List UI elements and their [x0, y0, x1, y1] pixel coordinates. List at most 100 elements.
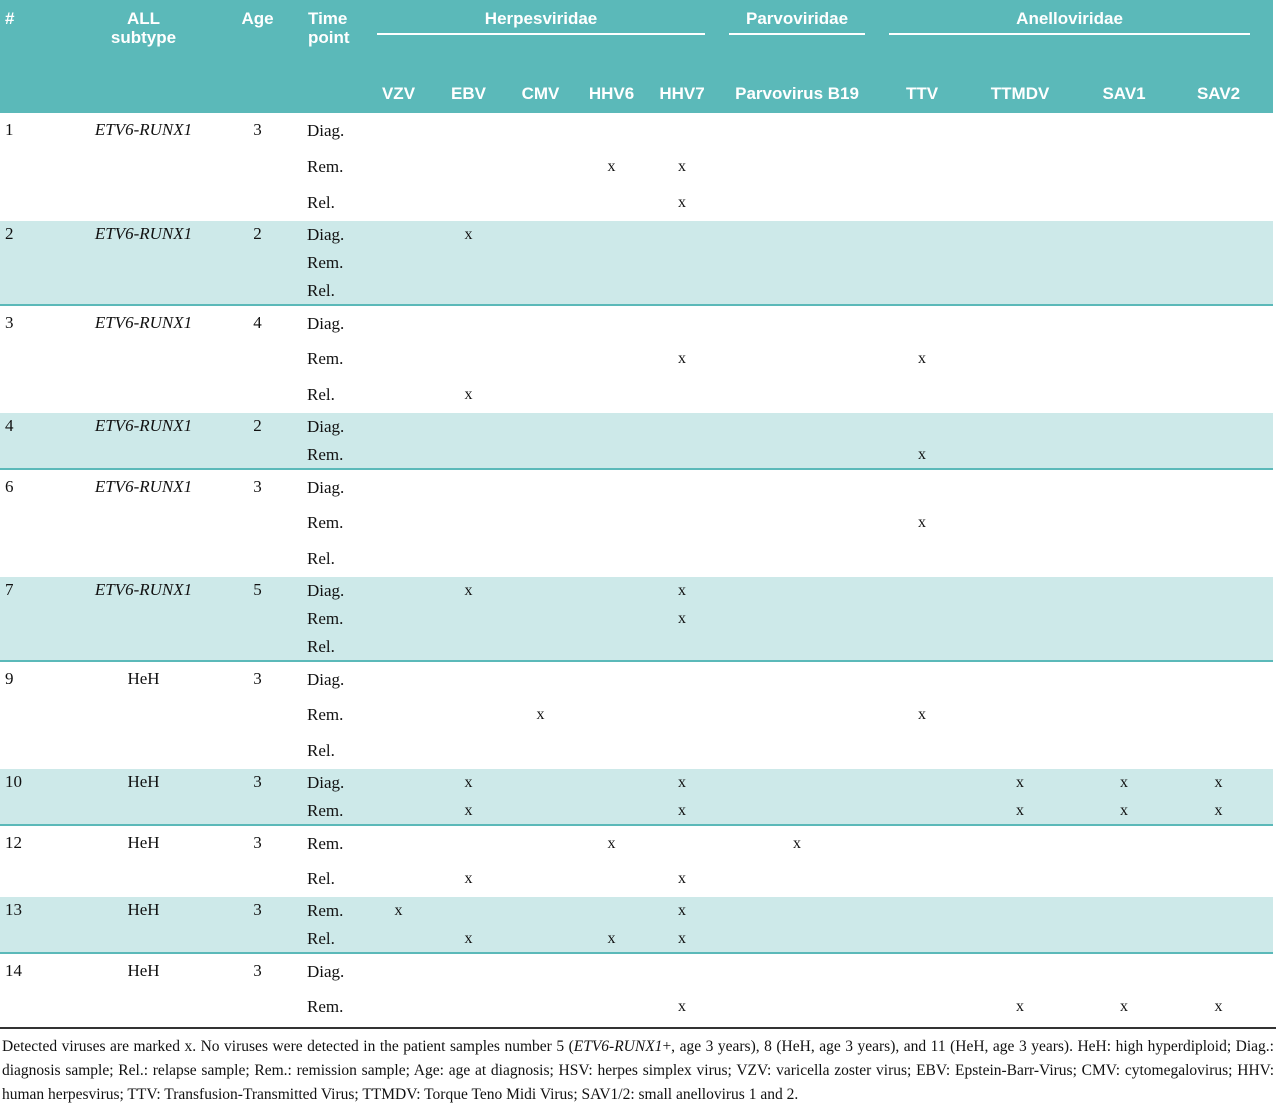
- virus-mark-vzv: [365, 697, 432, 733]
- timepoint-label: Diag.: [307, 961, 345, 981]
- all-subtype-value: ETV6-RUNX1: [94, 120, 193, 139]
- virus-mark-ebv: [432, 733, 505, 769]
- timepoint-label: Diag.: [307, 773, 345, 792]
- all-subtype-value: ETV6-RUNX1: [94, 416, 193, 435]
- virus-mark-parvovirus-b19: [717, 305, 877, 341]
- virus-mark-cmv: [505, 897, 576, 925]
- virus-mark-hhv6: [576, 989, 647, 1025]
- timepoint-label: Rem.: [307, 833, 344, 853]
- virus-column-header-sav2: SAV2: [1175, 49, 1263, 113]
- virus-mark-ttmdv: [967, 149, 1073, 185]
- row-filler: [1262, 441, 1273, 469]
- virus-mark-vzv: [365, 277, 432, 305]
- virus-mark-cmv: [505, 413, 576, 441]
- virus-mark-sav2: [1175, 185, 1262, 221]
- virus-mark-hhv6: [576, 733, 647, 769]
- table-row: 1 ETV6-RUNX1 3 Diag.: [0, 113, 1273, 149]
- virus-mark-ebv: [432, 469, 505, 505]
- virus-mark-hhv7: x: [678, 610, 687, 627]
- virus-mark-hhv6: [576, 769, 647, 797]
- row-filler: [1262, 469, 1273, 505]
- virus-mark-cmv: [505, 221, 576, 249]
- row-filler: [1262, 341, 1273, 377]
- row-filler: [1262, 797, 1273, 825]
- virus-mark-ebv: [432, 697, 505, 733]
- virus-mark-ebv: x: [464, 801, 473, 819]
- virus-column-header-hhv6: HHV6: [576, 49, 647, 113]
- timepoint-label: Rel.: [307, 741, 335, 760]
- virus-mark-ttv: x: [918, 350, 927, 367]
- row-filler: [1262, 861, 1273, 897]
- virus-mark-sav1: [1073, 633, 1175, 661]
- virus-mark-ttv: [877, 541, 967, 577]
- all-subtype-value: ETV6-RUNX1: [94, 224, 193, 243]
- virus-mark-ttv: [877, 661, 967, 697]
- table-row: 9 HeH 3 Diag.: [0, 661, 1273, 697]
- virus-mark-ttmdv: [967, 413, 1073, 441]
- timepoint-label: Rel.: [307, 549, 335, 568]
- virus-mark-sav2: [1175, 277, 1262, 305]
- virus-mark-ttmdv: [967, 541, 1073, 577]
- virus-mark-sav1: [1073, 249, 1175, 277]
- table-row: 13 HeH 3 Rem. x x: [0, 897, 1273, 925]
- virus-mark-ttmdv: [967, 605, 1073, 633]
- row-filler: [1262, 249, 1273, 277]
- virus-mark-sav1: [1073, 341, 1175, 377]
- virus-mark-sav1: x: [1120, 998, 1129, 1015]
- virus-mark-ttv: [877, 861, 967, 897]
- virus-mark-ttv: [877, 185, 967, 221]
- virus-mark-hhv7: x: [678, 158, 687, 175]
- virus-mark-hhv6: [576, 797, 647, 825]
- virus-mark-ttmdv: x: [1016, 998, 1025, 1015]
- virus-mark-ebv: x: [464, 582, 473, 599]
- patient-number: 9: [5, 669, 14, 688]
- virus-mark-sav1: [1073, 577, 1175, 605]
- virus-mark-vzv: [365, 221, 432, 249]
- patient-number: 6: [5, 477, 14, 496]
- patient-number: 10: [5, 772, 22, 791]
- virus-mark-hhv6: [576, 341, 647, 377]
- age-value: 3: [253, 669, 262, 688]
- virus-mark-sav2: [1175, 441, 1262, 469]
- virus-mark-hhv6: x: [607, 929, 616, 947]
- virus-mark-vzv: [365, 505, 432, 541]
- virus-mark-vzv: [365, 377, 432, 413]
- virus-mark-parvovirus-b19: [717, 341, 877, 377]
- virus-mark-cmv: [505, 989, 576, 1025]
- virus-mark-sav2: [1175, 925, 1262, 953]
- virus-mark-cmv: [505, 341, 576, 377]
- row-filler: [1262, 769, 1273, 797]
- virus-mark-ebv: [432, 825, 505, 861]
- timepoint-label: Rem.: [307, 444, 344, 464]
- virus-mark-ttmdv: x: [1016, 801, 1025, 819]
- virus-mark-vzv: [365, 249, 432, 277]
- virus-mark-sav1: [1073, 469, 1175, 505]
- column-header-timepoint: Time point: [280, 0, 365, 113]
- virus-mark-sav1: [1073, 221, 1175, 249]
- virus-mark-ebv: [432, 441, 505, 469]
- virus-mark-ttmdv: [967, 341, 1073, 377]
- row-filler: [1262, 925, 1273, 953]
- virus-mark-cmv: [505, 797, 576, 825]
- all-subtype-value: ETV6-RUNX1: [94, 580, 193, 599]
- timepoint-label: Rel.: [307, 385, 335, 404]
- column-header-timepoint-line2: point: [308, 28, 350, 47]
- virus-family-header-parvoviridae: Parvoviridae: [717, 0, 878, 49]
- virus-mark-hhv6: [576, 697, 647, 733]
- row-filler: [1262, 577, 1273, 605]
- virus-mark-sav1: x: [1120, 801, 1129, 819]
- column-header-age: Age: [235, 0, 280, 113]
- virus-mark-sav1: [1073, 505, 1175, 541]
- row-filler: [1262, 733, 1273, 769]
- all-subtype-value: HeH: [127, 900, 160, 919]
- patient-block-4: 4 ETV6-RUNX1 2 Diag. Rem. x: [0, 413, 1274, 469]
- virus-mark-sav1: [1073, 541, 1175, 577]
- patient-number: 14: [5, 961, 22, 980]
- virus-mark-vzv: [365, 953, 432, 989]
- patient-block-3: 3 ETV6-RUNX1 4 Diag. Rem. x x Rel. x: [0, 305, 1273, 413]
- age-value: 3: [253, 961, 262, 980]
- row-filler: [1262, 633, 1273, 661]
- virus-mark-sav2: [1175, 413, 1262, 441]
- virus-mark-ttv: [877, 577, 967, 605]
- virus-mark-vzv: [365, 341, 432, 377]
